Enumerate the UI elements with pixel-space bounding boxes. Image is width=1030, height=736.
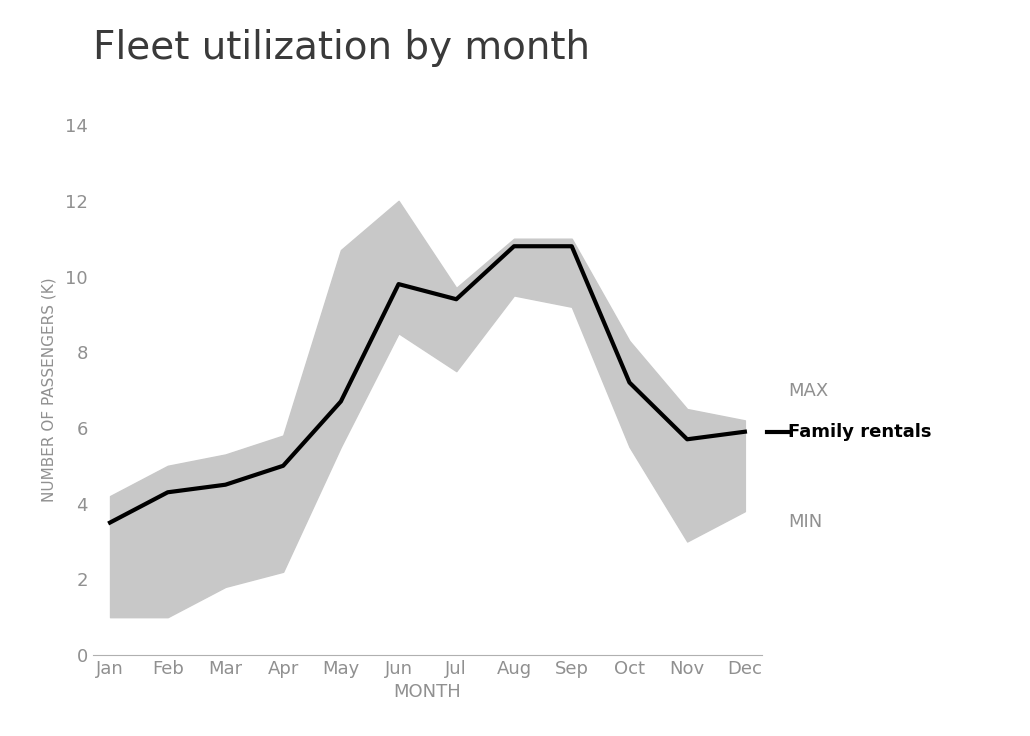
X-axis label: MONTH: MONTH [393,684,461,701]
Y-axis label: NUMBER OF PASSENGERS (K): NUMBER OF PASSENGERS (K) [41,277,57,503]
Text: Fleet utilization by month: Fleet utilization by month [93,29,590,68]
Text: MAX: MAX [788,381,828,400]
Text: Family rentals: Family rentals [788,422,931,441]
Text: MIN: MIN [788,513,822,531]
